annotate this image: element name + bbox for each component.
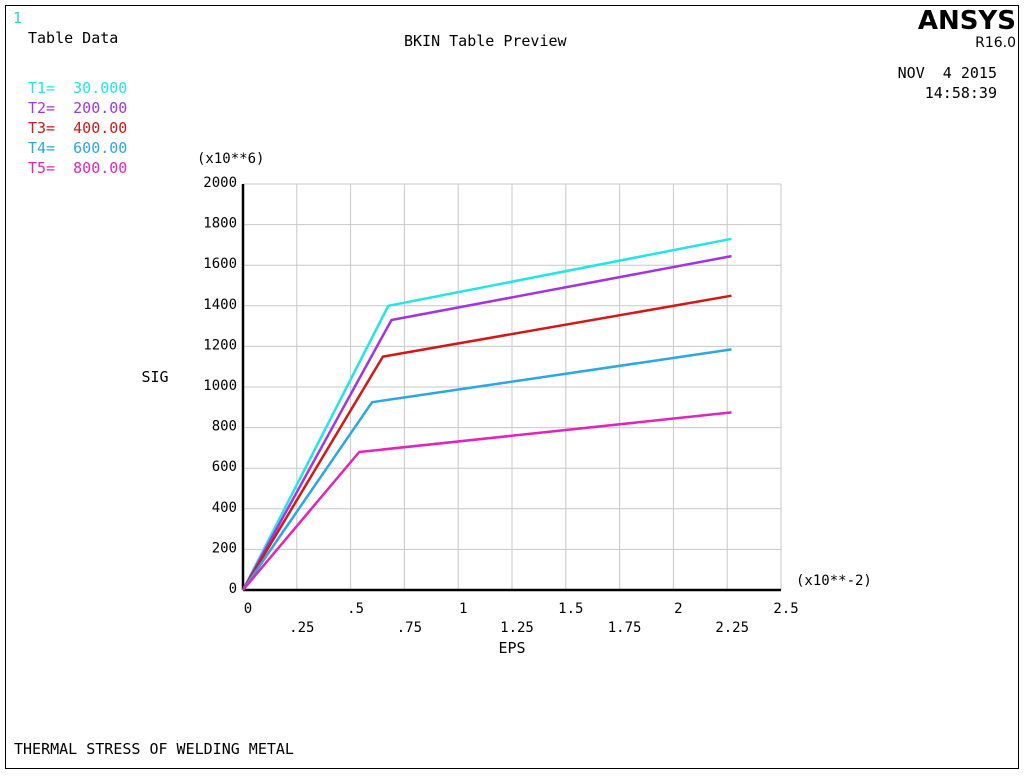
x-tick-label: .25 [289, 620, 314, 636]
series-line-t1 [241, 237, 732, 591]
legend-value: 800.00 [73, 159, 128, 177]
legend-label: T3= [28, 119, 56, 137]
ansys-logo: ANSYS [917, 6, 1016, 36]
date-label: NOV 4 2015 [897, 64, 997, 82]
y-tick-label: 400 [212, 500, 237, 516]
chart-grid [243, 183, 782, 590]
x-tick-label: 1.75 [608, 620, 642, 636]
series-line-t2 [241, 254, 732, 591]
legend-label: T1= [28, 79, 56, 97]
y-tick-label: 1000 [203, 378, 237, 394]
legend-item-t3: T3= 400.00 [28, 119, 127, 137]
legend-item-t4: T4= 600.00 [28, 139, 127, 157]
time-label: 14:58:39 [924, 84, 997, 102]
legend-item-t2: T2= 200.00 [28, 99, 127, 117]
graphics-window-frame [5, 5, 1019, 769]
legend-value: 400.00 [73, 119, 128, 137]
x-tick-label: 1 [459, 601, 467, 617]
legend-label: T2= [28, 99, 56, 117]
series-line-t3 [241, 294, 732, 591]
x-tick-label: 2 [674, 601, 682, 617]
y-tick-label: 1200 [203, 337, 237, 353]
x-tick-label: 1.25 [500, 620, 534, 636]
series-line-t5 [242, 411, 732, 591]
legend-value: 200.00 [73, 99, 128, 117]
x-tick-label: 0 [244, 601, 252, 617]
x-tick-label: 2.5 [773, 601, 798, 617]
x-tick-label: .75 [397, 620, 422, 636]
series-line-t4 [241, 348, 732, 591]
y-tick-label: 600 [212, 459, 237, 475]
y-axis-label: SIG [141, 368, 168, 386]
y-axis-multiplier: (x10**6) [197, 151, 264, 167]
plot-title: BKIN Table Preview [404, 32, 567, 50]
legend-value: 600.00 [73, 139, 128, 157]
y-tick-label: 1400 [203, 297, 237, 313]
x-axis-multiplier: (x10**-2) [796, 573, 872, 589]
legend-item-t1: T1= 30.000 [28, 79, 127, 97]
x-tick-label: 1.5 [558, 601, 583, 617]
y-tick-label: 800 [212, 419, 237, 435]
x-axis-label: EPS [498, 639, 525, 657]
y-tick-label: 1600 [203, 256, 237, 272]
legend-item-t5: T5= 800.00 [28, 159, 127, 177]
version-label: R16.0 [975, 35, 1016, 51]
x-tick-label: .5 [347, 601, 364, 617]
x-tick-label: 2.25 [715, 620, 749, 636]
y-tick-label: 0 [229, 581, 237, 597]
y-tick-label: 200 [212, 540, 237, 556]
legend-label: T4= [28, 139, 56, 157]
y-tick-label: 2000 [203, 175, 237, 191]
y-tick-label: 1800 [203, 216, 237, 232]
footer-title: THERMAL STRESS OF WELDING METAL [14, 740, 294, 758]
chart-series [241, 237, 732, 591]
legend-label: T5= [28, 159, 56, 177]
panel-label: Table Data [28, 29, 119, 47]
legend-value: 30.000 [73, 79, 128, 97]
chart-axes [241, 184, 781, 592]
chart-tick-labels: 0 200 400 600 800 1000 1200 1400 1600 1800 2000 0 .5… [203, 175, 798, 636]
window-number: 1 [13, 9, 23, 27]
